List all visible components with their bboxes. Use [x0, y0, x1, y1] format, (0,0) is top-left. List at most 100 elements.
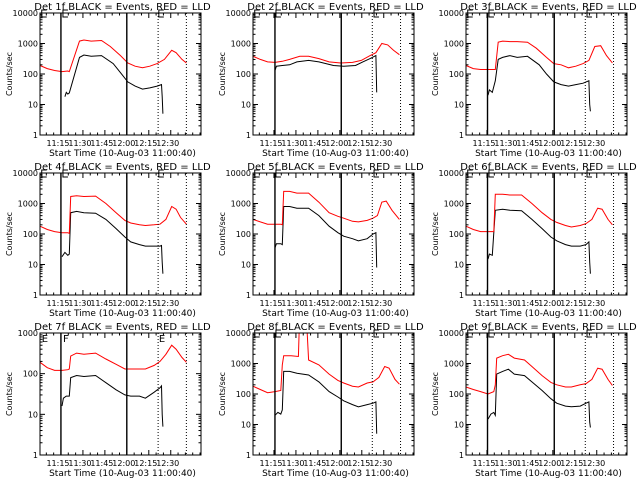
x-tick-label: 12:15 — [134, 459, 157, 468]
panel-det-3f: Det 3f BLACK = Events, RED = LLD 1 10 100 10… — [431, 2, 637, 159]
x-tick-label: 11:30 — [281, 459, 304, 468]
series-events — [487, 55, 591, 112]
y-tick-label: 100 — [236, 390, 251, 399]
panel-det-4f: Det 4f BLACK = Events, RED = LLD 1 10 100 10… — [5, 162, 211, 319]
x-tick-label: 12:15 — [134, 139, 157, 148]
chart-title: Det 8f BLACK = Events, RED = LLD — [247, 322, 424, 333]
x-tick-label: 12:15 — [347, 139, 370, 148]
y-tick-label: 10 — [241, 101, 251, 110]
y-tick-label: 1000 — [231, 360, 251, 369]
y-axis-label: Counts/sec — [431, 52, 440, 96]
y-tick-label: 10000 — [439, 9, 464, 18]
x-tick-label: 12:15 — [560, 459, 583, 468]
x-tick-label: 12:30 — [582, 299, 605, 308]
x-tick-label: 11:30 — [68, 459, 91, 468]
bracket-marker — [158, 16, 164, 18]
y-tick-label: 10000 — [226, 329, 251, 338]
chart-title: Det 1f BLACK = Events, RED = LLD — [34, 2, 211, 13]
bracket-marker — [586, 336, 593, 338]
bracket-marker — [275, 16, 281, 18]
x-tick-label: 12:15 — [347, 459, 370, 468]
series-lld — [465, 353, 613, 395]
x-tick-label: 12:00 — [325, 299, 348, 308]
x-tick-label: 11:45 — [516, 139, 539, 148]
y-tick-label: 10000 — [439, 169, 464, 178]
bracket-marker — [275, 9, 281, 16]
y-tick-label: 1000 — [18, 200, 38, 209]
y-tick-label: 100 — [236, 70, 251, 79]
plot-frame — [465, 172, 628, 296]
chart-title: Det 9f BLACK = Events, RED = LLD — [460, 322, 637, 333]
panel-det-9f: Det 9f BLACK = Events, RED = LLD 1 10 100 10… — [431, 322, 637, 479]
chart-title: Det 5f BLACK = Events, RED = LLD — [247, 162, 424, 173]
bracket-marker — [373, 9, 380, 16]
bracket-marker — [488, 169, 494, 176]
y-tick-label: 1 — [459, 451, 464, 460]
series-events — [274, 206, 378, 268]
series-lld — [465, 193, 613, 233]
bracket-marker — [158, 9, 164, 16]
bracket-marker — [373, 176, 380, 178]
x-tick-label: 11:15 — [259, 459, 282, 468]
x-tick-label: 12:00 — [538, 299, 561, 308]
series-events — [487, 368, 591, 428]
y-tick-label: 100 — [23, 370, 38, 379]
y-tick-label: 10000 — [13, 169, 38, 178]
x-tick-label: 12:00 — [538, 459, 561, 468]
x-tick-label: 11:30 — [281, 139, 304, 148]
series-lld — [465, 40, 613, 70]
x-tick-label: 11:45 — [303, 299, 326, 308]
plot-frame — [39, 332, 202, 456]
y-tick-label: 1 — [33, 131, 38, 140]
x-tick-label: 12:30 — [156, 459, 179, 468]
bracket-marker — [373, 329, 380, 336]
y-tick-label: 10 — [241, 261, 251, 270]
x-tick-label: 12:15 — [560, 139, 583, 148]
y-axis-label: Counts/sec — [218, 52, 227, 96]
bracket-marker — [373, 169, 380, 176]
x-tick-label: 11:30 — [494, 459, 517, 468]
y-axis-label: Counts/sec — [218, 212, 227, 256]
chart-title: Det 2f BLACK = Events, RED = LLD — [247, 2, 424, 13]
bracket-marker — [62, 16, 68, 18]
y-tick-label: 100 — [449, 70, 464, 79]
panel-det-5f: Det 5f BLACK = Events, RED = LLD 1 10 100 10… — [218, 162, 424, 319]
plot-frame — [39, 12, 202, 136]
y-axis-label: Counts/sec — [5, 372, 14, 416]
x-tick-label: 11:45 — [516, 299, 539, 308]
y-tick-label: 10 — [241, 421, 251, 430]
attenuator-marker: E — [42, 334, 48, 345]
x-tick-label: 12:15 — [347, 299, 370, 308]
y-tick-label: 100 — [236, 230, 251, 239]
y-tick-label: 1 — [246, 291, 251, 300]
y-tick-label: 10 — [454, 101, 464, 110]
bracket-marker — [586, 9, 593, 16]
x-tick-label: 11:30 — [68, 139, 91, 148]
bracket-marker — [373, 16, 380, 18]
x-tick-label: 12:00 — [325, 139, 348, 148]
x-tick-label: 11:45 — [303, 459, 326, 468]
y-axis-label: Counts/sec — [5, 52, 14, 96]
attenuator-marker: F — [63, 334, 69, 345]
plot-frame — [39, 172, 202, 296]
x-tick-label: 12:00 — [112, 459, 135, 468]
x-tick-label: 12:30 — [369, 299, 392, 308]
x-tick-label: 11:15 — [46, 139, 69, 148]
x-tick-label: 11:45 — [90, 299, 113, 308]
y-axis-label: Counts/sec — [5, 212, 14, 256]
x-tick-label: 11:45 — [90, 459, 113, 468]
bracket-marker — [275, 329, 281, 336]
panel-det-6f: Det 6f BLACK = Events, RED = LLD 1 10 100 10… — [431, 162, 637, 319]
plot-frame — [252, 172, 415, 296]
x-tick-label: 12:30 — [156, 299, 179, 308]
x-tick-label: 11:30 — [68, 299, 91, 308]
x-tick-label: 12:00 — [112, 299, 135, 308]
y-tick-label: 1 — [33, 291, 38, 300]
x-tick-label: 11:30 — [281, 299, 304, 308]
chart-title: Det 4f BLACK = Events, RED = LLD — [34, 162, 211, 173]
y-tick-label: 10 — [454, 421, 464, 430]
x-tick-label: 12:15 — [134, 299, 157, 308]
x-axis-label: Start Time (10-Aug-03 11:00:40) — [49, 469, 196, 479]
x-tick-label: 11:15 — [472, 459, 495, 468]
